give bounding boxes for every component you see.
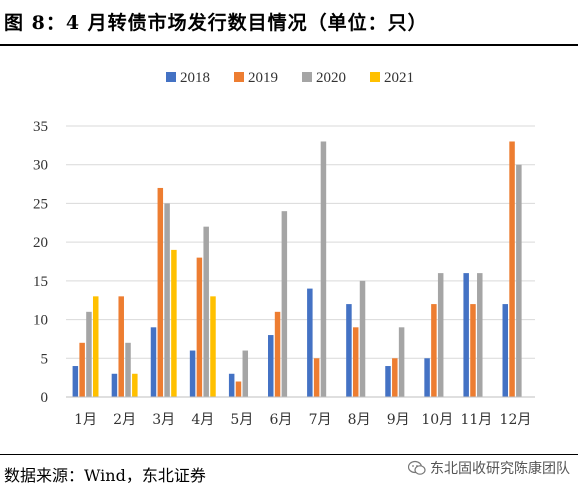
legend-label-2021: 2021 [384,70,414,86]
bar-2021-1 [92,296,99,397]
figure-title: 图 8：4 月转债市场发行数目情况（单位：只） [4,12,428,34]
x-tick-label: 4月 [191,412,214,428]
bar-2019-12 [509,141,515,397]
bar-2019-4 [196,257,203,397]
y-tick-label: 5 [41,351,49,367]
x-tick-label: 6月 [269,412,292,428]
footer-divider [0,454,578,455]
bar-2018-6 [268,335,274,397]
y-tick-label: 35 [33,119,48,135]
bar-2020-8 [359,280,366,397]
bar-2019-3 [157,187,164,397]
legend-label-2020: 2020 [316,70,346,86]
bar-2018-1 [72,366,79,397]
bar-2020-12 [516,164,522,397]
bar-2018-12 [502,304,509,397]
bar-2019-10 [431,304,437,397]
x-tick-label: 1月 [74,412,97,428]
y-tick-label: 10 [33,313,48,329]
title-divider [0,44,578,46]
chart-legend: 2018 2019 2020 2021 [166,70,414,86]
bar-2019-2 [118,296,124,397]
bar-2018-8 [346,304,352,397]
legend-label-2019: 2019 [248,70,278,86]
x-tick-label: 5月 [230,412,253,428]
bar-chart: 2018 2019 2020 2021 0 5 10 15 20 25 30 35 1月 2月 3月 4月… [33,70,535,428]
bar-2019-1 [79,342,85,397]
bar-2021-3 [171,249,177,397]
bar-2020-9 [398,327,405,397]
watermark: 东北固收研究陈康团队 [408,458,570,478]
x-tick-label: 2月 [113,412,136,428]
legend-swatch-2020 [302,72,312,82]
y-tick-label: 20 [33,235,48,251]
bar-2019-11 [470,304,476,397]
bar-2020-6 [281,211,288,397]
x-tick-label: 7月 [309,412,332,428]
source-note: 数据来源：Wind，东北证券 [4,466,206,485]
bar-2020-2 [125,342,131,397]
bar-2018-4 [189,350,196,397]
bar-2021-2 [132,373,138,397]
bar-2019-5 [235,381,242,397]
bar-2020-3 [164,203,170,397]
bar-2019-9 [392,358,398,397]
watermark-text: 东北固收研究陈康团队 [430,461,570,477]
wechat-icon [408,460,426,475]
chart-gridlines [66,125,535,359]
x-tick-label: 11月 [460,412,492,428]
bar-2020-4 [203,226,209,397]
bar-2019-6 [274,311,281,397]
x-tick-label: 3月 [152,412,175,428]
bar-2020-11 [477,273,483,397]
bar-2021-4 [210,296,216,397]
bar-2018-7 [307,288,313,397]
bar-2018-10 [424,358,430,397]
x-tick-label: 10月 [421,412,453,428]
bar-2020-5 [242,350,249,397]
legend-label-2018: 2018 [180,70,210,86]
bar-2019-8 [352,327,359,397]
y-tick-label: 30 [33,158,48,174]
x-tick-label: 8月 [348,412,371,428]
bar-2018-11 [463,273,469,397]
bar-2018-2 [111,373,118,397]
y-tick-label: 15 [33,274,48,290]
bar-2018-9 [385,366,391,397]
bar-2020-1 [86,311,92,397]
bar-2020-7 [320,141,327,397]
bar-2019-7 [313,358,320,397]
y-tick-label: 25 [33,196,48,212]
bar-2020-10 [437,273,444,397]
x-tick-label: 12月 [500,412,532,428]
y-axis: 0 5 10 15 20 25 30 35 [33,119,48,406]
x-tick-label: 9月 [387,412,410,428]
x-axis: 1月 2月 3月 4月 5月 6月 7月 8月 9月 10月 11月 12月 [66,396,535,428]
legend-swatch-2018 [166,72,176,82]
bar-2018-3 [150,327,157,397]
chart-bars [72,141,522,397]
bar-2018-5 [228,373,235,397]
legend-swatch-2021 [370,72,380,82]
legend-swatch-2019 [234,72,244,82]
y-tick-label: 0 [41,390,49,406]
